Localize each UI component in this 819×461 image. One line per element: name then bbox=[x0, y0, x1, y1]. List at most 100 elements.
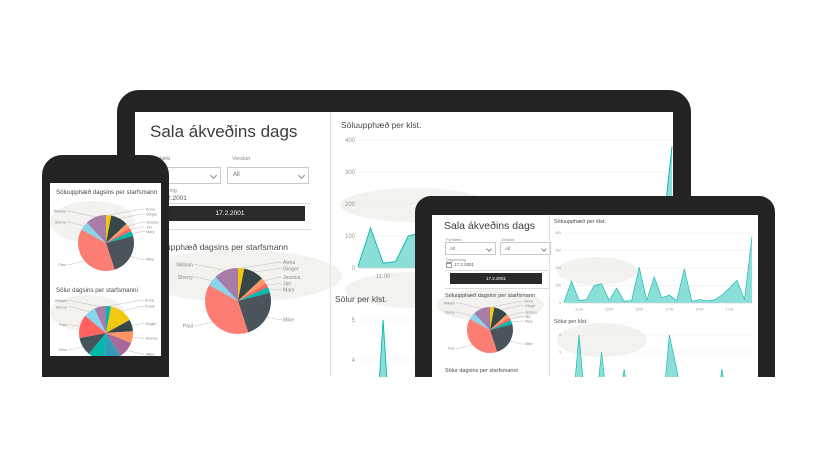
company-filter-label: Fyrirtæki bbox=[446, 237, 462, 242]
divider bbox=[149, 229, 311, 230]
svg-text:100: 100 bbox=[345, 234, 356, 240]
svg-text:William: William bbox=[176, 263, 193, 269]
background-blob bbox=[557, 323, 647, 357]
svg-text:Frank: Frank bbox=[145, 305, 155, 309]
store-dropdown[interactable]: All bbox=[500, 242, 551, 255]
background-blob bbox=[557, 257, 637, 285]
svg-text:Sherry: Sherry bbox=[178, 275, 194, 281]
date-filter-label: Dagsetning bbox=[446, 257, 467, 262]
divider bbox=[445, 288, 549, 289]
tablet-frame: Sala ákveðins dags Fyrirtæki Verslun All… bbox=[415, 196, 775, 377]
svg-text:Mike: Mike bbox=[283, 318, 294, 324]
svg-text:Mike: Mike bbox=[59, 348, 67, 352]
svg-text:Ginger: Ginger bbox=[146, 212, 158, 216]
area-count-chart[interactable]: 54 bbox=[552, 326, 758, 377]
svg-text:Ginger: Ginger bbox=[525, 304, 536, 308]
svg-text:100: 100 bbox=[555, 284, 561, 288]
svg-text:200: 200 bbox=[345, 202, 356, 208]
svg-text:Paul: Paul bbox=[59, 323, 67, 327]
svg-text:Sherry: Sherry bbox=[445, 310, 456, 314]
svg-text:21:00: 21:00 bbox=[725, 307, 733, 311]
area-amount-title: Söluupphæð per klst. bbox=[554, 219, 606, 225]
svg-text:Anna: Anna bbox=[525, 299, 533, 303]
svg-text:Jillian: Jillian bbox=[145, 352, 155, 356]
svg-text:William: William bbox=[55, 299, 67, 303]
svg-text:11:00: 11:00 bbox=[376, 274, 391, 280]
store-dropdown-value: All bbox=[233, 172, 240, 178]
svg-text:11:00: 11:00 bbox=[575, 307, 583, 311]
page-title: Sala ákveðins dags bbox=[150, 122, 298, 141]
svg-text:Mary: Mary bbox=[283, 288, 295, 294]
pie-count-title: Sölur dagsins per starfsmanni bbox=[56, 287, 138, 294]
svg-text:5: 5 bbox=[352, 318, 356, 324]
svg-text:Paul: Paul bbox=[183, 324, 193, 330]
store-filter-label: Verslun bbox=[232, 156, 251, 162]
svg-text:Anna: Anna bbox=[283, 260, 295, 266]
svg-text:4: 4 bbox=[352, 358, 356, 364]
svg-text:William: William bbox=[54, 210, 66, 214]
svg-text:19:00: 19:00 bbox=[695, 307, 703, 311]
area-count-title: Sölur per klst. bbox=[335, 294, 387, 304]
apply-date-button[interactable]: 17.2.2001 bbox=[450, 273, 542, 284]
store-dropdown[interactable]: All bbox=[227, 167, 309, 184]
pie-count-chart[interactable]: AnnaFrankGingerJessicaJillianJimMaryMike… bbox=[52, 296, 159, 356]
svg-text:Paul: Paul bbox=[58, 263, 66, 267]
date-field-value: 17.2.2001 bbox=[158, 195, 187, 203]
chevron-down-icon bbox=[297, 172, 306, 180]
svg-text:400: 400 bbox=[345, 138, 356, 144]
area-amount-title: Söluupphæð per klst. bbox=[341, 120, 422, 130]
chevron-down-icon bbox=[209, 172, 218, 180]
date-field-value: 17.2.2001 bbox=[454, 262, 475, 268]
svg-text:300: 300 bbox=[555, 249, 561, 253]
svg-text:Anna: Anna bbox=[145, 298, 155, 302]
apply-date-button[interactable]: 17.2.2001 bbox=[155, 206, 305, 221]
phone-frame: Söluupphæð dagsins per starfsmann Anna Gi… bbox=[42, 155, 169, 377]
svg-text:400: 400 bbox=[555, 231, 561, 235]
svg-text:Sherry: Sherry bbox=[55, 220, 66, 224]
company-dropdown[interactable]: All bbox=[445, 242, 496, 255]
page-title: Sala ákveðins dags bbox=[444, 220, 536, 232]
svg-text:Jessica: Jessica bbox=[146, 220, 159, 224]
svg-text:Mary: Mary bbox=[146, 230, 155, 234]
chevron-down-icon bbox=[486, 246, 492, 252]
svg-text:300: 300 bbox=[345, 170, 356, 176]
svg-text:Ginger: Ginger bbox=[145, 322, 157, 326]
divider bbox=[149, 203, 311, 204]
calendar-icon bbox=[446, 262, 452, 268]
svg-text:Mike: Mike bbox=[525, 342, 532, 346]
pie-amount-title: Söluupphæð dagsins per starfsmann bbox=[149, 242, 288, 252]
svg-text:17:00: 17:00 bbox=[665, 307, 673, 311]
svg-text:Jessica: Jessica bbox=[283, 275, 300, 281]
svg-text:5: 5 bbox=[559, 333, 561, 337]
svg-text:0: 0 bbox=[352, 266, 356, 272]
pie-amount-title: Söluupphæð dagsins per starfsmann bbox=[445, 293, 535, 299]
svg-text:200: 200 bbox=[555, 266, 561, 270]
area-amount-chart[interactable]: 0 100 200 300 400 11:00 13:00 15:00 17:00 19:00 21… bbox=[552, 226, 758, 319]
svg-text:Jessica: Jessica bbox=[525, 310, 537, 314]
svg-text:Sherry: Sherry bbox=[56, 305, 67, 309]
store-dropdown-value: All bbox=[505, 246, 511, 251]
svg-text:Jessica: Jessica bbox=[145, 336, 159, 340]
svg-text:15:00: 15:00 bbox=[635, 307, 643, 311]
svg-text:Jim: Jim bbox=[283, 281, 291, 287]
svg-text:Mary: Mary bbox=[525, 319, 533, 323]
svg-text:Anna: Anna bbox=[146, 207, 156, 211]
svg-text:Jim: Jim bbox=[525, 315, 531, 319]
area-count-title: Sölur per klst. bbox=[554, 319, 588, 325]
svg-text:Mike: Mike bbox=[146, 258, 154, 262]
pie-count-title-cut: Sölur dagsins per starfsmanni bbox=[445, 368, 518, 374]
column-divider bbox=[330, 112, 331, 377]
svg-text:13:00: 13:00 bbox=[605, 307, 613, 311]
svg-text:4: 4 bbox=[559, 350, 561, 354]
date-field[interactable]: 17.2.2001 bbox=[446, 262, 474, 268]
column-divider bbox=[549, 215, 550, 377]
store-filter-label: Verslun bbox=[501, 237, 515, 242]
pie-amount-title: Söluupphæð dagsins per starfsmann bbox=[56, 189, 158, 196]
divider bbox=[445, 270, 549, 271]
svg-text:Jim: Jim bbox=[146, 225, 152, 229]
svg-text:William: William bbox=[444, 301, 455, 305]
